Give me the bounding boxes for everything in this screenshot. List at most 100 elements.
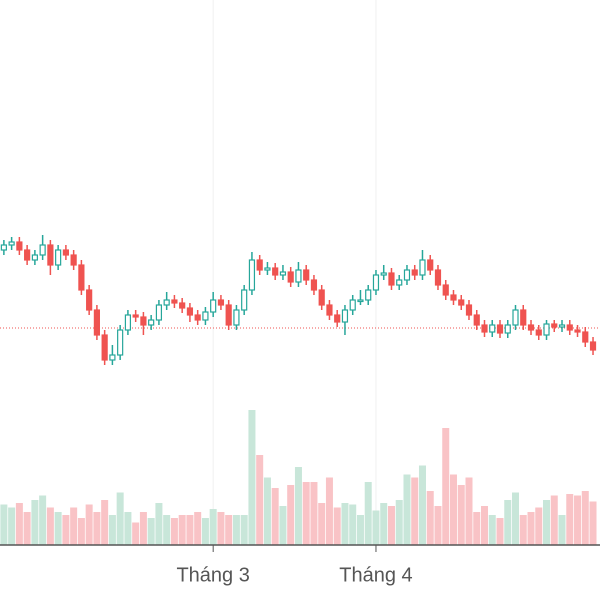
- volume-bar: [46, 507, 54, 545]
- volume-bar: [434, 506, 442, 545]
- candle-body: [496, 324, 504, 334]
- candle-body: [396, 279, 403, 286]
- volume-bar: [124, 512, 132, 545]
- volume-bar: [535, 507, 543, 545]
- candle-body: [427, 259, 434, 271]
- candle-body: [248, 259, 256, 291]
- candle-body: [380, 272, 387, 276]
- volume-bar: [411, 477, 419, 545]
- candle-body: [566, 324, 573, 331]
- candle-body: [117, 329, 124, 356]
- candle-body: [543, 323, 550, 336]
- candle-body: [194, 314, 201, 321]
- candle-body: [365, 289, 372, 301]
- candle-body: [326, 304, 333, 316]
- candle-body: [527, 324, 535, 331]
- volume-bar: [426, 491, 434, 545]
- candle-body: [535, 329, 542, 336]
- candle-body: [411, 269, 418, 276]
- volume-bar: [279, 506, 287, 545]
- volume-bar: [302, 482, 310, 545]
- candle-body: [481, 324, 488, 333]
- volume-bar: [480, 506, 488, 545]
- candle-body: [24, 249, 31, 261]
- candle-body: [210, 299, 217, 313]
- candle-body: [0, 244, 7, 251]
- volume-bar: [170, 518, 178, 545]
- volume-bar: [512, 492, 520, 545]
- volume-bar: [442, 428, 450, 545]
- candle-body: [303, 269, 310, 281]
- candle-body: [341, 309, 349, 323]
- volume-bar: [488, 515, 496, 545]
- volume-bar: [186, 515, 194, 545]
- volume-bar: [62, 515, 70, 545]
- volume-bar: [310, 482, 318, 545]
- candle-body: [287, 271, 294, 283]
- volume-bar: [574, 495, 582, 545]
- candle-body: [434, 269, 442, 286]
- candle-body: [504, 324, 511, 334]
- volume-bar: [403, 474, 411, 545]
- volume-bar: [333, 507, 341, 545]
- candle-body: [450, 294, 457, 301]
- candle-body: [520, 309, 527, 326]
- candle-body: [124, 314, 132, 331]
- volume-bar: [550, 495, 558, 545]
- candle-body: [8, 241, 15, 246]
- candle-body: [217, 299, 225, 306]
- volume-bar: [418, 465, 426, 545]
- volume-bar: [519, 515, 527, 545]
- volume-bar: [325, 477, 333, 545]
- volume-bar: [240, 515, 248, 545]
- volume-bar: [132, 522, 140, 545]
- candle-body: [334, 314, 341, 323]
- volume-bar: [139, 512, 147, 545]
- candle-body: [109, 354, 116, 361]
- candle-body: [47, 244, 54, 266]
- candle-body: [388, 272, 395, 286]
- x-tick-label: Tháng 3: [176, 564, 249, 586]
- candle-body: [86, 289, 93, 311]
- volume-bar: [372, 510, 380, 545]
- volume-bar: [163, 515, 171, 545]
- volume-bar: [504, 500, 512, 545]
- volume-bar: [263, 477, 271, 545]
- volume-bar: [225, 515, 233, 545]
- candle-body: [582, 331, 589, 343]
- volume-bar: [248, 410, 256, 545]
- candle-body: [256, 259, 263, 271]
- volume-bar: [465, 477, 473, 545]
- candle-body: [39, 244, 46, 256]
- candle-body: [264, 267, 271, 271]
- candle-body: [140, 316, 147, 326]
- candle-body: [31, 254, 38, 261]
- volume-bar: [23, 512, 31, 545]
- candle-body: [465, 304, 473, 316]
- candle-body: [403, 269, 411, 281]
- volume-bar: [349, 504, 357, 545]
- candle-body: [241, 289, 248, 311]
- volume-bar: [232, 515, 240, 545]
- candle-body: [489, 324, 496, 333]
- candle-body: [512, 309, 519, 326]
- candle-body: [55, 249, 62, 266]
- volume-bar: [108, 515, 116, 545]
- volume-bar: [364, 482, 372, 545]
- volume-bar: [31, 500, 39, 545]
- candle-body: [372, 274, 380, 291]
- candle-body: [62, 249, 69, 256]
- volume-bar: [201, 518, 209, 545]
- candle-body: [419, 259, 426, 276]
- candle-body: [442, 284, 449, 296]
- volume-bar: [395, 500, 403, 545]
- candle-body: [589, 341, 597, 351]
- volume-bar: [54, 512, 62, 545]
- candle-body: [551, 323, 558, 328]
- candle-body: [93, 309, 100, 336]
- volume-bar: [217, 512, 225, 545]
- volume-bar: [287, 485, 295, 545]
- volume-bar: [93, 512, 101, 545]
- candle-body: [225, 304, 232, 326]
- volume-bar: [39, 495, 47, 545]
